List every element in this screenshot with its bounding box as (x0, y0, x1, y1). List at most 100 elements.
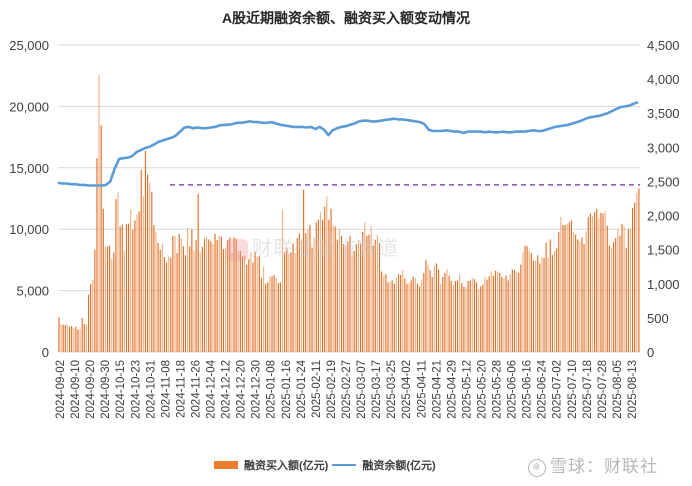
bar (134, 220, 136, 352)
left-y-axis: 0 5,000 10,000 15,000 20,000 25,000 (9, 38, 49, 360)
bar (265, 283, 267, 352)
bar (60, 324, 62, 352)
bar (319, 212, 322, 352)
bar (128, 223, 130, 352)
bar (579, 241, 581, 352)
bar (473, 279, 475, 352)
bar (262, 266, 265, 352)
bar (427, 264, 429, 352)
bar (322, 219, 324, 352)
bar (370, 226, 372, 352)
bar (115, 199, 117, 352)
legend-line-label: 融资余额(亿元) (362, 460, 436, 472)
bar (305, 233, 307, 352)
x-tick-label: 2025-06-24 (537, 359, 549, 418)
bar (534, 260, 537, 352)
x-tick-label: 2025-02-27 (341, 360, 353, 419)
bar (168, 256, 170, 352)
bar (218, 236, 220, 352)
right-y-tick: 1,500 (647, 243, 680, 258)
bar (298, 233, 300, 352)
bar (518, 272, 520, 352)
line-series-financing-balance (57, 101, 639, 187)
x-tick-label: 2025-03-25 (386, 360, 398, 419)
bar (66, 324, 69, 352)
bar (326, 196, 328, 352)
bar (463, 286, 465, 352)
bar (260, 278, 263, 352)
bar (446, 269, 448, 352)
bar (340, 236, 343, 352)
x-tick-label: 2025-07-02 (552, 360, 564, 419)
bar (397, 274, 400, 352)
bar (85, 324, 87, 352)
bar (324, 206, 326, 352)
bar (123, 251, 125, 352)
bar (581, 237, 583, 352)
bar (570, 220, 572, 352)
bar (410, 280, 412, 352)
bar (254, 251, 256, 352)
bar (389, 281, 391, 352)
bar (507, 280, 509, 352)
bar (543, 257, 545, 352)
x-tick-label: 2025-01-16 (281, 360, 293, 419)
bar (615, 238, 617, 352)
x-tick-label: 2025-05-28 (492, 360, 504, 419)
bar (471, 277, 473, 352)
bar (364, 222, 366, 352)
bar (214, 233, 216, 352)
x-tick-label: 2024-11-18 (175, 360, 187, 418)
left-y-tick: 15,000 (9, 161, 49, 176)
bar (412, 276, 414, 352)
bar (374, 240, 376, 352)
right-y-tick: 2,000 (647, 209, 680, 224)
bar (212, 244, 214, 352)
bar (545, 242, 547, 352)
bar (532, 260, 535, 352)
bar (258, 256, 260, 352)
right-y-tick: 500 (647, 311, 669, 326)
bar (121, 224, 123, 352)
bar (208, 239, 210, 352)
bar (332, 225, 334, 352)
bar (368, 234, 370, 352)
bar (216, 240, 218, 352)
bar (406, 283, 408, 352)
bar (182, 246, 184, 352)
legend-line-swatch-icon (332, 464, 357, 466)
bar (178, 233, 180, 352)
bar (83, 324, 85, 352)
bar (286, 248, 288, 352)
bar (311, 247, 313, 352)
watermark-logo-icon (226, 238, 248, 261)
legend-bar-label: 融资买入额(亿元) (244, 460, 329, 472)
bar (454, 281, 457, 352)
bar (608, 245, 610, 352)
bar (109, 245, 111, 352)
bar (227, 240, 229, 352)
bar (317, 219, 319, 352)
legend-bar-swatch-icon (214, 461, 238, 469)
bar (551, 255, 554, 352)
bar (587, 216, 589, 352)
bar (79, 328, 81, 352)
bar (503, 278, 505, 352)
bar (172, 236, 174, 352)
bar (271, 276, 273, 352)
bar (58, 317, 60, 352)
bar (231, 253, 233, 352)
bar (606, 225, 608, 352)
bar (459, 274, 461, 352)
bar (275, 278, 277, 352)
bar (229, 237, 231, 352)
x-tick-label: 2025-06-06 (507, 360, 519, 419)
bar (248, 259, 250, 352)
x-tick-label: 2025-04-21 (431, 360, 443, 419)
bar (623, 226, 625, 352)
right-y-tick: 2,500 (647, 174, 680, 189)
bar (195, 240, 197, 352)
bar (636, 193, 638, 352)
bar (433, 266, 435, 352)
bar (142, 196, 144, 352)
